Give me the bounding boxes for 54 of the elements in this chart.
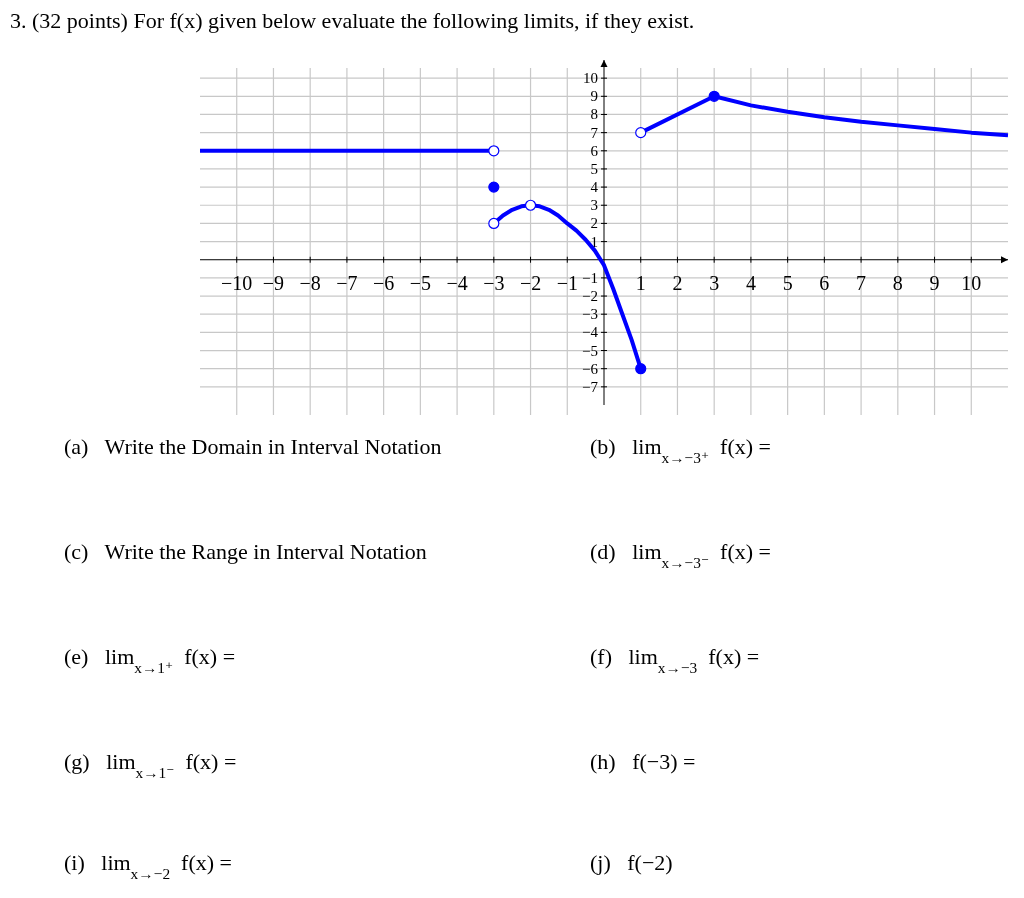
x-tick-label: −10 [221, 271, 253, 294]
x-tick-label: 8 [892, 271, 903, 294]
point [708, 90, 720, 102]
text: (j) f(−2) [590, 850, 673, 875]
chart-title: 3. (32 points) For f(x) given below evaluate the following limits, if they exist. [10, 8, 695, 33]
x-tick-label: −1 [556, 271, 578, 294]
x-tick-label: 3 [709, 271, 720, 294]
text: (d) lim$_{x→−3⁻}$ f(x) = [590, 539, 771, 571]
text: (a) Write the Domain in Interval Notation [64, 434, 442, 459]
x-tick-label: −3 [483, 271, 505, 294]
point [635, 363, 647, 375]
point [488, 217, 500, 230]
x-tick-label: −6 [373, 271, 395, 294]
y-tick-label: 4 [590, 179, 599, 196]
x-tick-label: 9 [929, 271, 940, 294]
text: (g) lim$_{x→1⁻}$ f(x) = [64, 749, 237, 781]
point [488, 181, 500, 193]
x-tick-label: 2 [672, 271, 683, 294]
y-tick-label: 10 [583, 70, 598, 87]
text: (i) lim$_{x→−2}$ f(x) = [64, 850, 232, 882]
y-tick-label: −6 [582, 360, 599, 377]
y-tick-label: −7 [582, 378, 599, 395]
text: (h) f(−3) = [590, 749, 696, 774]
y-tick-label: −2 [582, 288, 598, 305]
x-tick-label: 6 [819, 271, 830, 294]
y-tick-label: 9 [590, 88, 598, 105]
y-tick-label: 2 [590, 215, 598, 232]
y-tick-label: 8 [590, 106, 598, 123]
y-tick-label: −3 [582, 306, 598, 323]
x-tick-label: 4 [745, 271, 756, 294]
text: (f) lim$_{x→−3}$ f(x) = [590, 644, 760, 676]
x-tick-label: 7 [856, 271, 867, 294]
x-tick-label: 10 [961, 271, 982, 294]
x-tick-label: −4 [446, 271, 468, 294]
x-tick-label: −8 [299, 271, 321, 294]
point [524, 199, 537, 211]
text: (b) lim$_{x→−3⁺}$ f(x) = [590, 434, 771, 466]
point [635, 127, 647, 139]
y-tick-label: 6 [590, 142, 599, 159]
y-tick-label: −4 [582, 324, 599, 341]
x-tick-label: −2 [519, 271, 542, 294]
x-tick-label: −7 [336, 271, 358, 294]
y-tick-label: 3 [590, 197, 598, 214]
point [488, 145, 500, 157]
x-tick-label: 5 [782, 271, 793, 294]
y-tick-label: 7 [590, 124, 599, 141]
y-tick-label: 1 [590, 233, 598, 250]
y-tick-label: −5 [582, 342, 598, 359]
x-tick-label: −9 [262, 271, 285, 294]
text: (e) lim$_{x→1⁺}$ f(x) = [64, 644, 236, 676]
x-tick-label: −5 [409, 271, 431, 294]
text: (c) Write the Range in Interval Notation [64, 539, 427, 564]
x-tick-label: 1 [635, 271, 646, 294]
y-tick-label: 5 [590, 160, 598, 177]
